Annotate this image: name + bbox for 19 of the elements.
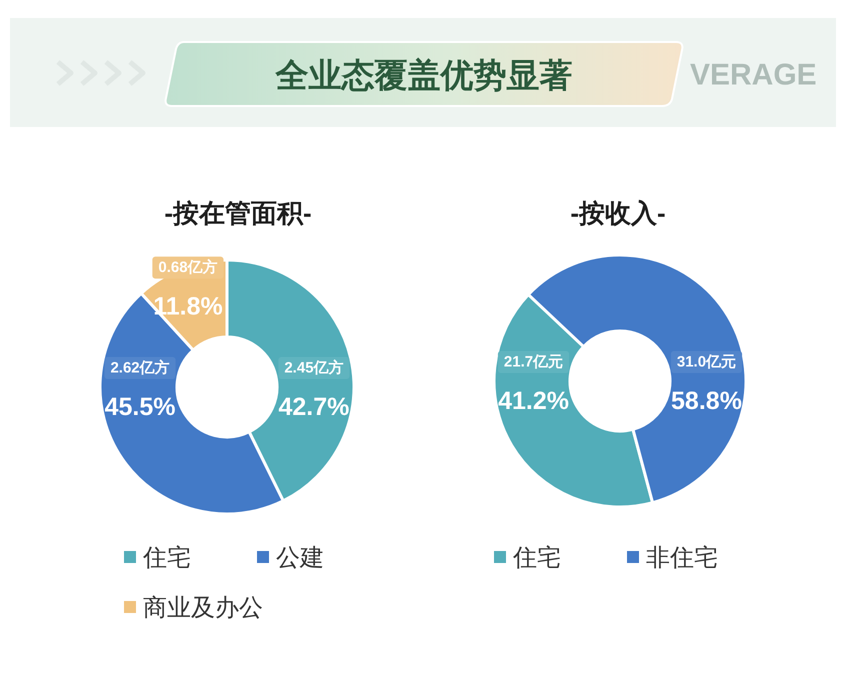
text: 2.62亿方 xyxy=(110,360,170,376)
text: 2.45亿方 xyxy=(284,360,344,376)
chart-title: -按在管面积- xyxy=(164,198,312,228)
data-label: 41.2% xyxy=(498,387,569,415)
data-label: 42.7% xyxy=(278,393,350,421)
legend-label: 非住宅 xyxy=(646,544,718,572)
legend-label: 商业及办公 xyxy=(143,594,263,622)
text: 0.68亿方 xyxy=(158,259,218,276)
text: 21.7亿元 xyxy=(504,354,564,370)
text: 31.0亿元 xyxy=(676,354,736,370)
text: VERAGE xyxy=(690,58,817,92)
data-label: 45.5% xyxy=(104,393,176,421)
legend-label: 住宅 xyxy=(142,544,191,572)
legend-label: 公建 xyxy=(276,544,324,572)
data-label: 11.8% xyxy=(153,292,223,321)
text: 全业态覆盖优势显著 xyxy=(274,56,572,94)
data-label: 58.8% xyxy=(671,387,742,415)
legend-label: 住宅 xyxy=(512,544,561,572)
chart-title: -按收入- xyxy=(570,198,666,228)
